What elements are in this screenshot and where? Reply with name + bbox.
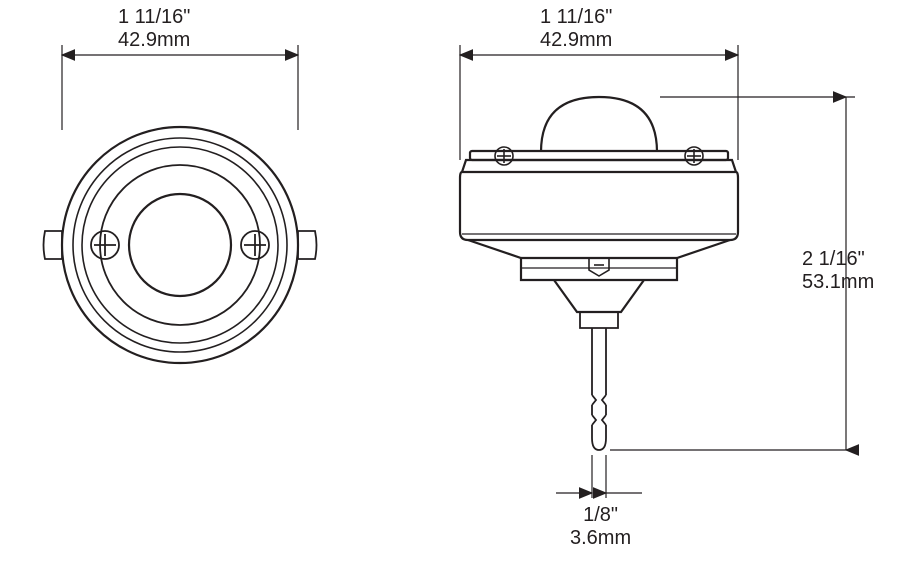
dim-stem-dia: 1/8" 3.6mm — [570, 504, 631, 550]
dim-stem-dia-imperial: 1/8" — [583, 504, 618, 526]
dim-width-top-imperial: 1 11/16" — [118, 6, 190, 28]
dim-width-top: 1 11/16" 42.9mm — [118, 6, 190, 52]
dim-height-side: 2 1/16" 53.1mm — [802, 248, 874, 294]
dim-stem-dia-metric: 3.6mm — [570, 527, 631, 549]
dim-width-side-metric: 42.9mm — [540, 29, 612, 51]
dimension-lines — [0, 0, 900, 578]
dim-width-side-imperial: 1 11/16" — [540, 6, 612, 28]
dim-width-top-metric: 42.9mm — [118, 29, 190, 51]
dim-height-side-imperial: 2 1/16" — [802, 248, 865, 270]
dim-width-side: 1 11/16" 42.9mm — [540, 6, 612, 52]
dim-height-side-metric: 53.1mm — [802, 271, 874, 293]
